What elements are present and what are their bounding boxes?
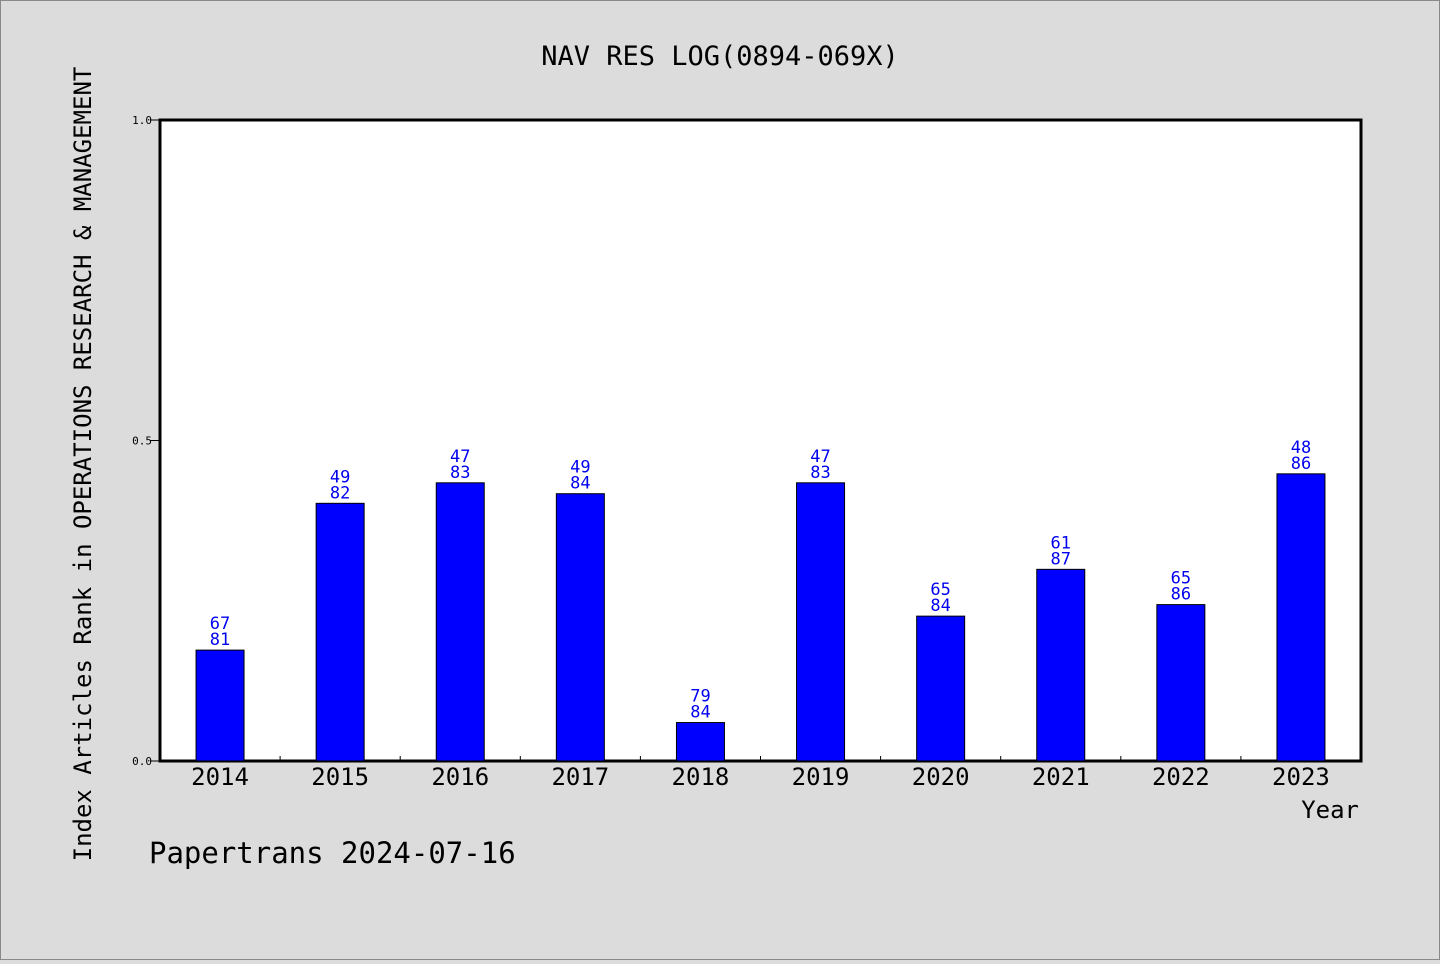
- plot-area: 0.00.51.02014678120154982201647832017498…: [132, 114, 1363, 791]
- data-label-top: 65: [1171, 569, 1191, 589]
- bar: [1036, 568, 1086, 762]
- bar: [1156, 604, 1206, 762]
- data-label-bottom: 84: [570, 474, 590, 494]
- x-tick-label: 2016: [431, 763, 489, 791]
- data-label-top: 67: [210, 614, 230, 634]
- x-tick-label: 2020: [912, 763, 970, 791]
- bar: [675, 722, 725, 762]
- bar: [796, 482, 846, 762]
- bar: [555, 493, 605, 762]
- bar: [435, 482, 485, 762]
- bar: [315, 502, 365, 762]
- data-label-bottom: 84: [690, 703, 710, 723]
- data-label-top: 48: [1291, 438, 1311, 458]
- data-label-top: 61: [1051, 533, 1071, 553]
- y-axis-label: Index Articles Rank in OPERATIONS RESEAR…: [69, 67, 97, 862]
- bar: [916, 615, 966, 762]
- data-label-bottom: 84: [930, 596, 950, 616]
- x-tick-label: 2022: [1152, 763, 1210, 791]
- data-label-top: 47: [450, 447, 470, 467]
- data-label-top: 79: [690, 687, 710, 707]
- chart-title: NAV RES LOG(0894-069X): [541, 41, 899, 72]
- data-label-bottom: 86: [1171, 585, 1191, 605]
- x-axis-label: Year: [1301, 796, 1359, 824]
- y-tick-label: 1.0: [132, 114, 152, 127]
- data-label-bottom: 83: [810, 463, 830, 483]
- x-tick-label: 2015: [311, 763, 369, 791]
- data-label-top: 49: [570, 458, 590, 478]
- x-tick-label: 2023: [1272, 763, 1330, 791]
- data-label-top: 49: [330, 467, 350, 487]
- x-tick-label: 2017: [551, 763, 609, 791]
- data-label-bottom: 87: [1051, 549, 1071, 569]
- data-label-bottom: 83: [450, 463, 470, 483]
- x-tick-label: 2014: [191, 763, 249, 791]
- x-tick-label: 2019: [792, 763, 850, 791]
- x-tick-label: 2021: [1032, 763, 1090, 791]
- data-label-top: 47: [810, 447, 830, 467]
- data-label-bottom: 82: [330, 483, 350, 503]
- data-label-bottom: 81: [210, 630, 230, 650]
- footer-credit: Papertrans 2024-07-16: [149, 836, 516, 870]
- y-tick-label: 0.5: [132, 435, 152, 448]
- data-label-top: 65: [930, 580, 950, 600]
- bar: [195, 649, 245, 762]
- data-label-bottom: 86: [1291, 454, 1311, 474]
- y-tick-label: 0.0: [132, 755, 152, 768]
- bar: [1276, 473, 1326, 762]
- x-tick-label: 2018: [672, 763, 730, 791]
